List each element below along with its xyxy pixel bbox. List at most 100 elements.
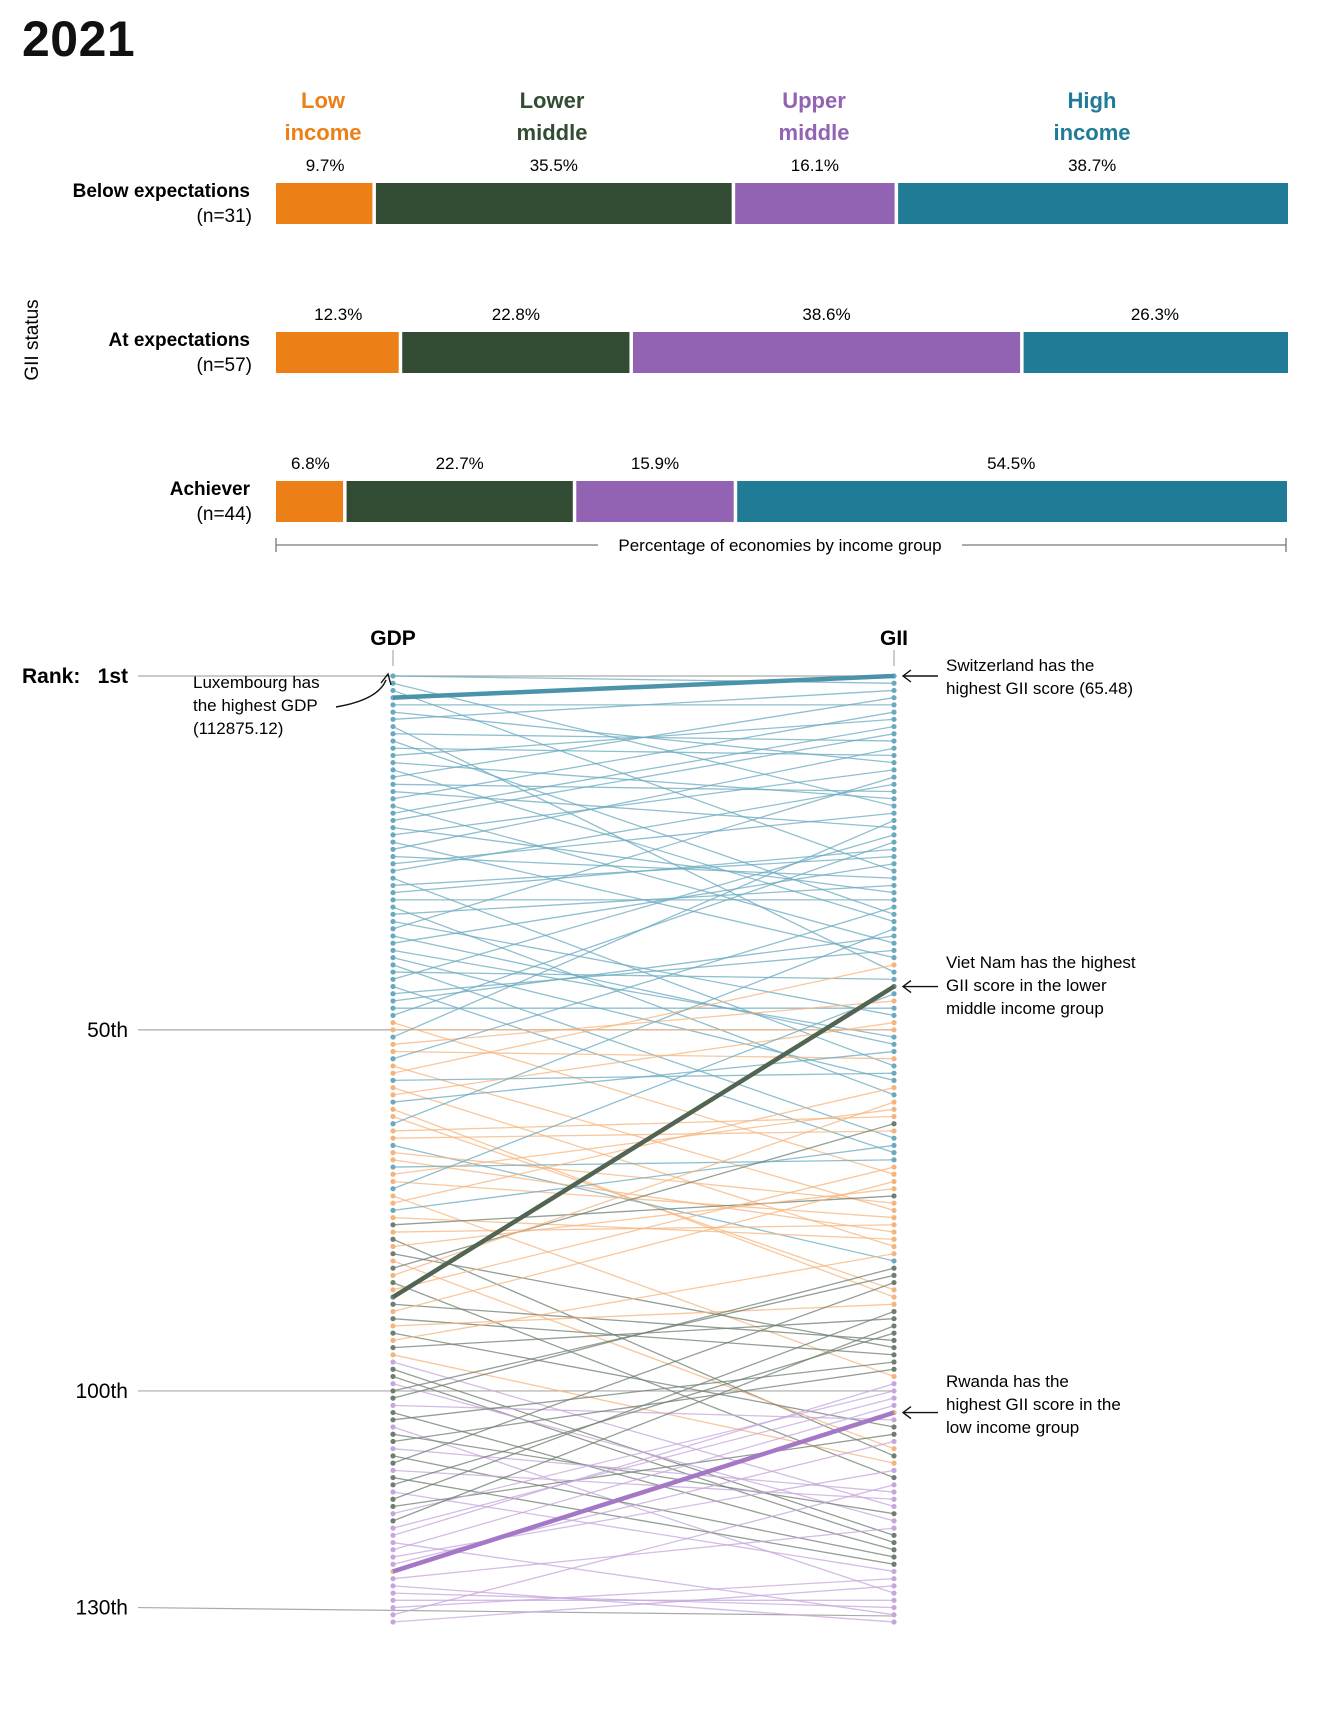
y-axis-label: GII status (22, 299, 43, 380)
gii-rank-dot (891, 709, 897, 715)
gdp-rank-dot (390, 825, 396, 831)
row-label-below-expectations: Below expectations (73, 181, 250, 202)
gii-rank-dot (891, 1316, 897, 1322)
slope-line-low (392, 1166, 895, 1291)
gii-rank-dot (891, 1294, 897, 1300)
gdp-rank-dot (390, 1186, 396, 1192)
gii-rank-dot (891, 1200, 897, 1206)
gdp-rank-dot (390, 1532, 396, 1538)
axis-header-gdp: GDP (370, 627, 416, 650)
gii-rank-dot (891, 832, 897, 838)
annotation-gii-lower-middle: Viet Nam has the highest (946, 953, 1136, 972)
gii-rank-dot (891, 767, 897, 773)
slope-line-high (392, 1144, 895, 1212)
gii-rank-dot (891, 781, 897, 787)
gdp-rank-dot (390, 803, 396, 809)
gii-rank-dot (891, 918, 897, 925)
gii-rank-dot (891, 1453, 897, 1459)
gii-rank-dot (891, 752, 897, 759)
gii-rank-dot (891, 1128, 897, 1134)
gii-rank-dot (891, 1135, 897, 1141)
gii-rank-dot (891, 1431, 897, 1437)
gdp-rank-dot (390, 1106, 396, 1112)
gii-rank-dot (891, 1597, 897, 1603)
gdp-rank-dot (390, 1344, 396, 1351)
gii-rank-dot (891, 1337, 897, 1343)
row-count-achiever: (n=44) (197, 504, 252, 525)
gii-rank-dot (891, 1308, 897, 1315)
gii-rank-dot (891, 904, 897, 910)
gii-rank-dot (891, 1207, 897, 1213)
gii-rank-dot (891, 1121, 897, 1127)
slope-line-upper-middle (392, 1404, 895, 1421)
slope-line-high (392, 697, 895, 778)
bar-label-achiever-upper-middle: 15.9% (631, 454, 679, 473)
gii-rank-dot (891, 1056, 897, 1062)
rank-tick-label: 50th (87, 1019, 128, 1042)
gdp-rank-dot (390, 810, 396, 816)
annotation-gii-top: highest GII score (65.48) (946, 679, 1133, 698)
annotation-gii-lower-middle: GII score in the lower (946, 976, 1107, 995)
gii-rank-dot (891, 1482, 897, 1488)
bar-achiever-upper-middle (576, 481, 734, 522)
slope-line-high (392, 1159, 895, 1168)
gii-rank-dot (891, 1395, 897, 1401)
gii-rank-dot (891, 1020, 897, 1026)
bar-label-at-expectations-upper-middle: 38.6% (802, 305, 850, 324)
gii-rank-dot (891, 846, 897, 852)
slope-line-upper-middle (392, 1469, 895, 1558)
gii-rank-dot (891, 1525, 897, 1531)
gii-rank-dot (891, 1539, 897, 1546)
gii-rank-dot (891, 1034, 897, 1040)
slope-line-high (392, 928, 895, 1125)
slope-line-high (392, 682, 895, 807)
gii-rank-dot (891, 1503, 897, 1510)
gii-rank-dot (891, 998, 897, 1004)
slope-line-high (392, 819, 895, 1038)
gii-rank-dot (891, 1070, 897, 1076)
gii-rank-dot (891, 1583, 897, 1589)
slope-line-low (392, 1195, 895, 1378)
gii-rank-dot (891, 1193, 897, 1199)
gdp-rank-dot (390, 1279, 396, 1286)
gii-rank-dot (891, 1474, 897, 1481)
slope-line-high (392, 769, 895, 923)
gii-rank-dot (891, 716, 897, 722)
gii-rank-dot (891, 1547, 897, 1553)
slope-line-high (392, 675, 895, 684)
row-count-below-expectations: (n=31) (197, 206, 252, 227)
slope-line-upper-middle (392, 1390, 895, 1515)
slope-line-high (392, 1050, 895, 1103)
gii-rank-dot (891, 687, 897, 694)
gdp-rank-dot (390, 1395, 396, 1401)
gdp-rank-dot (390, 1597, 396, 1603)
slope-line-high (392, 725, 895, 814)
gdp-rank-dot (390, 1366, 396, 1372)
gdp-rank-dot (390, 1027, 396, 1033)
slope-line-high (392, 747, 895, 850)
bar-below-expectations-high (898, 183, 1288, 224)
gdp-rank-dot (390, 1525, 396, 1531)
gdp-rank-dot (390, 947, 396, 954)
gdp-rank-dot (390, 1164, 396, 1170)
slope-line-high (392, 747, 895, 757)
annotation-gdp-top-arrowhead (380, 672, 392, 686)
gdp-rank-dot (390, 1236, 396, 1242)
gii-rank-dot (891, 1590, 897, 1596)
gii-rank-dot (891, 1417, 897, 1423)
gdp-rank-dot (390, 1077, 396, 1083)
bar-label-below-expectations-high: 38.7% (1068, 156, 1116, 175)
gdp-rank-dot (390, 832, 396, 838)
gii-rank-dot (891, 897, 897, 903)
gdp-rank-dot (390, 1431, 396, 1437)
gii-rank-dot (891, 1113, 897, 1120)
gdp-rank-dot (390, 1056, 396, 1062)
row-label-at-expectations: At expectations (109, 330, 250, 351)
gdp-rank-dot (390, 1373, 396, 1380)
gdp-rank-dot (390, 1554, 396, 1560)
slope-line-upper-middle (392, 1484, 895, 1616)
slope-line-lower-middle (392, 1267, 895, 1399)
gdp-rank-dot (390, 1092, 396, 1098)
gdp-rank-dot (390, 1547, 396, 1553)
gdp-rank-dot (390, 1402, 396, 1408)
